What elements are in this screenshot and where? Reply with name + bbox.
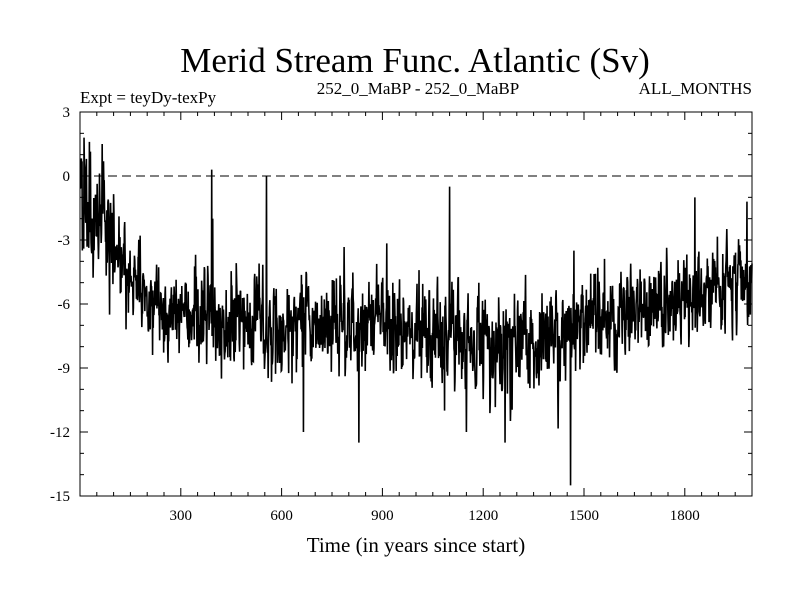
x-axis-label: Time (in years since start) bbox=[307, 533, 526, 557]
x-tick-label: 1500 bbox=[569, 508, 599, 524]
months-label: ALL_MONTHS bbox=[639, 79, 752, 98]
chart-title: Merid Stream Func. Atlantic (Sv) bbox=[180, 41, 650, 80]
y-tick-label: -15 bbox=[50, 489, 70, 505]
y-tick-label: -12 bbox=[50, 425, 70, 441]
series-line bbox=[79, 137, 753, 486]
x-tick-label: 300 bbox=[170, 508, 193, 524]
y-tick-label: -9 bbox=[58, 361, 71, 377]
axes-group: 300 600 900 1200 1500 1800 3 0 -3 -6 -9 -12 -15 bbox=[50, 105, 753, 524]
x-tick-label: 1200 bbox=[468, 508, 498, 524]
y-tick-label: -3 bbox=[58, 233, 71, 249]
series-group bbox=[79, 137, 753, 486]
experiment-label: Expt = teyDy-texPy bbox=[80, 88, 217, 107]
y-tick-label: 0 bbox=[63, 169, 71, 185]
x-tick-label: 600 bbox=[270, 508, 293, 524]
y-tick-label: -6 bbox=[58, 297, 71, 313]
x-tick-label: 1800 bbox=[670, 508, 700, 524]
period-label: 252_0_MaBP - 252_0_MaBP bbox=[317, 79, 519, 98]
y-tick-label: 3 bbox=[63, 105, 71, 121]
x-tick-label: 900 bbox=[371, 508, 394, 524]
